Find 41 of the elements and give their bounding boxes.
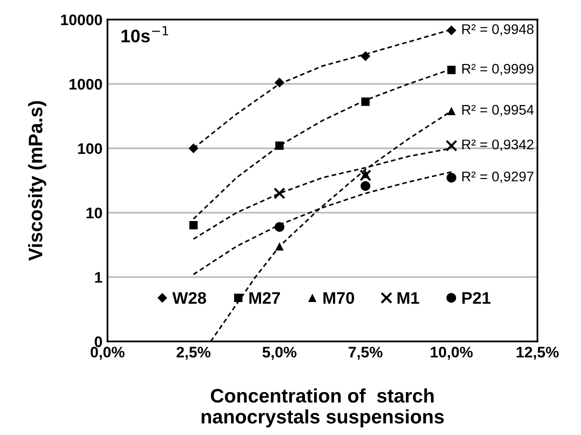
point: [189, 221, 198, 230]
legend-label: P21: [462, 292, 490, 304]
annotation: R² = 0,9342: [462, 140, 534, 152]
y-tick-label: 10: [86, 208, 102, 218]
annotation: R² = 0,9999: [462, 64, 534, 76]
x-tick-label: 7,5%: [348, 346, 382, 360]
legend-label: W28: [172, 292, 206, 304]
point: [275, 142, 284, 150]
annotation: R² = 0,9954: [462, 104, 534, 116]
y-tick-label: 10000: [61, 14, 102, 26]
x-tick-label: 12,5%: [516, 346, 559, 360]
annotation: 10s$^{−1}$: [122, 26, 168, 42]
point: [446, 25, 456, 36]
annotation: R² = 0,9297: [462, 172, 534, 184]
x-axis-title: Concentration of starch nanocrystals suspensions: [202, 388, 444, 428]
y-axis-title: Viscosity (mPa.s): [28, 101, 46, 261]
y-tick-label: 1000: [70, 78, 102, 90]
point: [360, 181, 370, 191]
point: [188, 143, 198, 154]
point: [446, 140, 458, 152]
legend-label: M70: [323, 292, 354, 304]
legend-label: M27: [249, 292, 280, 304]
y-tick-label: 100: [78, 143, 102, 154]
x-tick-label: 10,0%: [430, 346, 473, 360]
point: [360, 51, 370, 62]
point: [446, 172, 456, 183]
point: [447, 66, 456, 74]
point: [361, 98, 370, 106]
point: [274, 78, 284, 88]
point: [447, 106, 456, 116]
x-tick-label: 0,0%: [90, 346, 124, 360]
y-tick-label: 1: [95, 272, 102, 283]
y-tick-label: 0: [94, 336, 102, 348]
point: [275, 242, 284, 251]
point: [274, 222, 284, 232]
legend-label: M1: [398, 292, 420, 304]
x-tick-label: 5,0%: [262, 346, 296, 360]
annotation: R² = 0,9948: [462, 24, 534, 36]
x-tick-label: 2,5%: [176, 346, 210, 360]
point: [360, 169, 372, 182]
point: [274, 187, 286, 200]
